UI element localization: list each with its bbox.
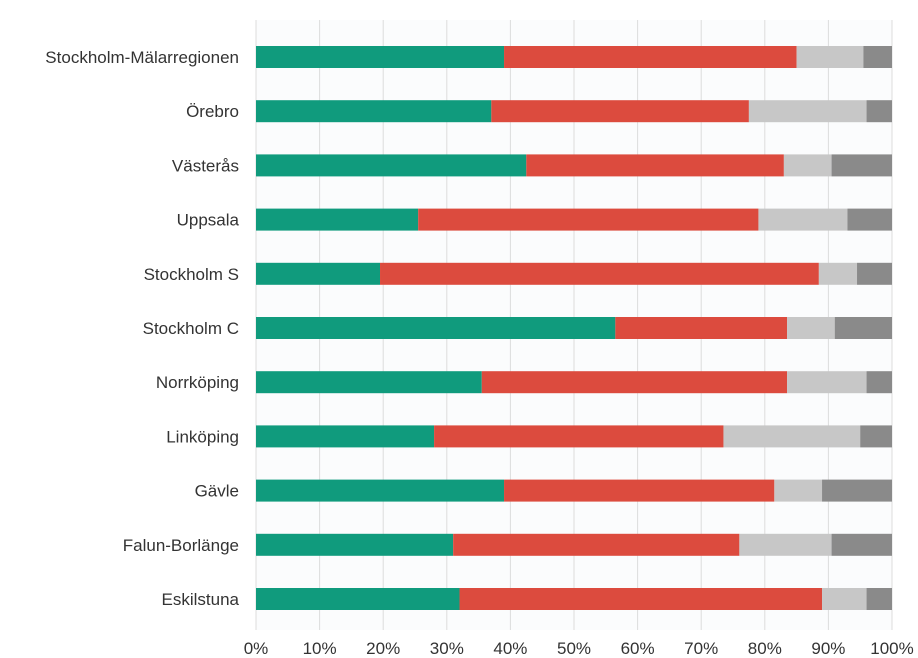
bar-segment xyxy=(831,154,892,177)
bar-segment xyxy=(787,371,867,394)
category-label: Stockholm-Mälarregionen xyxy=(45,48,239,67)
x-tick-label: 100% xyxy=(870,639,913,658)
x-tick-label: 70% xyxy=(684,639,718,658)
bar-segment xyxy=(822,479,892,502)
category-label: Norrköping xyxy=(156,373,239,392)
x-tick-label: 0% xyxy=(244,639,269,658)
bar-segment xyxy=(818,262,858,285)
bar-segment xyxy=(380,262,819,285)
category-label: Stockholm C xyxy=(143,319,239,338)
bar-segment xyxy=(453,533,740,556)
category-label: Uppsala xyxy=(177,211,240,230)
x-tick-label: 10% xyxy=(303,639,337,658)
bar-segment xyxy=(526,154,784,177)
bar-segment xyxy=(418,208,759,231)
bar-segment xyxy=(256,533,454,556)
bar-segment xyxy=(847,208,892,231)
bar-segment xyxy=(866,588,892,610)
bar-segment xyxy=(459,588,823,610)
x-tick-label: 80% xyxy=(748,639,782,658)
bar-segment xyxy=(504,479,775,502)
x-axis-tick-labels: 0% 10% 20% 30% 40% 50% 60% 70% 80% 90% 100% xyxy=(244,639,914,658)
category-label: Västerås xyxy=(172,156,239,175)
bar-segment xyxy=(787,317,835,339)
category-label: Gävle xyxy=(195,482,239,501)
x-tick-label: 50% xyxy=(557,639,591,658)
bar-segment xyxy=(774,479,823,502)
bar-segment xyxy=(758,208,848,231)
bar-segment xyxy=(866,371,892,394)
category-label: Örebro xyxy=(186,102,239,121)
bar-segment xyxy=(256,371,482,394)
category-label: Falun-Borlänge xyxy=(123,536,239,555)
bar-segment xyxy=(256,100,492,123)
bar-segment xyxy=(863,46,892,68)
bar-segment xyxy=(739,533,832,556)
x-tick-label: 30% xyxy=(430,639,464,658)
bar-segment xyxy=(866,100,892,123)
category-label: Stockholm S xyxy=(144,265,239,284)
x-tick-label: 60% xyxy=(621,639,655,658)
bar-segment xyxy=(256,479,505,502)
bar-segment xyxy=(831,533,892,556)
bar-segment xyxy=(256,46,505,68)
bar-segment xyxy=(857,262,892,285)
x-tick-label: 40% xyxy=(493,639,527,658)
bar-segment xyxy=(860,425,892,448)
bar-segment xyxy=(256,588,460,610)
bars xyxy=(256,46,892,610)
bar-segment xyxy=(723,425,861,448)
bar-segment xyxy=(491,100,749,123)
bar-segment xyxy=(481,371,788,394)
bar-segment xyxy=(748,100,867,123)
x-tick-label: 90% xyxy=(811,639,845,658)
category-label: Linköping xyxy=(166,427,239,446)
x-tick-label: 20% xyxy=(366,639,400,658)
bar-segment xyxy=(822,588,867,610)
bar-segment xyxy=(256,154,527,177)
bar-segment xyxy=(256,425,435,448)
category-label: Eskilstuna xyxy=(162,590,240,609)
bar-segment xyxy=(256,317,616,339)
bar-segment xyxy=(783,154,832,177)
category-labels: Stockholm-Mälarregionen Örebro Västerås Upp… xyxy=(45,48,239,609)
bar-segment xyxy=(834,317,892,339)
bar-segment xyxy=(256,208,419,231)
bar-segment xyxy=(256,262,381,285)
bar-segment xyxy=(434,425,724,448)
bar-segment xyxy=(615,317,788,339)
bar-segment xyxy=(504,46,797,68)
bar-segment xyxy=(796,46,864,68)
